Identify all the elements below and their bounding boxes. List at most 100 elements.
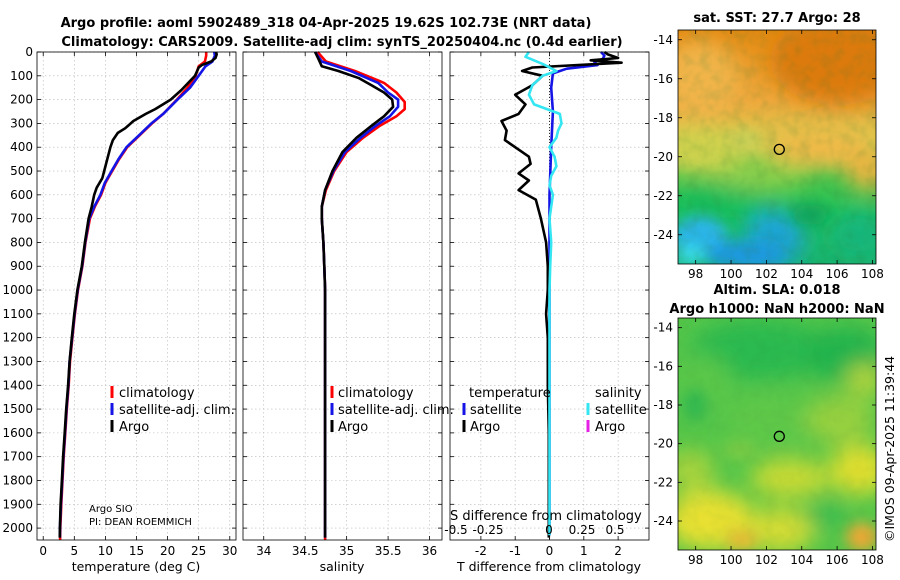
difference-profile-panel: -2 -1 0 1 2T difference from climatology: [449, 50, 650, 574]
legend-salinity-title: salinity: [595, 386, 642, 401]
y-tick-label: 100: [10, 69, 33, 83]
legend-t-argo-label: Argo: [470, 420, 500, 435]
y-tick-label: 700: [10, 212, 33, 226]
s-tick-label: 0.5: [605, 523, 624, 537]
sst-map-frame: [677, 29, 877, 265]
map-x-tick-label: 102: [755, 553, 778, 567]
map-x-tick-label: 104: [790, 553, 813, 567]
y-tick-label: 1500: [2, 402, 33, 416]
argo-location-marker: [773, 143, 785, 155]
x-tick-label: 25: [191, 544, 206, 558]
series-line-satellite-adj-clim-: [314, 51, 400, 538]
legend-s-argo-label: Argo: [595, 420, 625, 435]
x-axis-label: salinity: [320, 559, 365, 574]
legend-argo-label: Argo: [338, 420, 368, 435]
map-x-tick-label: 106: [826, 267, 849, 281]
x-tick-label: 20: [160, 544, 175, 558]
y-tick-label: 1600: [2, 426, 33, 440]
x-tick-label: 2: [614, 544, 622, 558]
y-tick-label: 400: [10, 140, 33, 154]
figure-title-line-1: Argo profile: aoml 5902489_318 04-Apr-20…: [61, 16, 592, 31]
map-y-tick-label: -18: [653, 111, 673, 125]
legend-t-satellite-label: satellite: [470, 403, 522, 418]
series-line-climatology: [58, 52, 208, 541]
y-tick-label: 1800: [2, 473, 33, 487]
x-tick-label: -1: [509, 544, 521, 558]
y-tick-label: 1000: [2, 283, 33, 297]
map-y-tick-label: -24: [653, 228, 673, 242]
series-line-satellite-adj-clim-: [58, 51, 217, 538]
map-x-tick-label: 98: [688, 553, 703, 567]
s-tick-label: -0.5: [444, 523, 467, 537]
sst-map-image: [678, 30, 876, 264]
s-difference-axis-label: S difference from climatology: [450, 509, 642, 524]
x-tick-label: 1: [580, 544, 588, 558]
credit-line-2: PI: DEAN ROEMMICH: [89, 517, 192, 528]
y-tick-label: 900: [10, 259, 33, 273]
legend-s-satellite-label: satellite: [595, 403, 647, 418]
y-tick-label: 1300: [2, 354, 33, 368]
sst-map-axes: 98 100 102 104 106 108 -14 -16 -18 -20 -22 -24: [653, 30, 884, 281]
sla-map-title-line-1: Altim. SLA: 0.018: [714, 283, 841, 298]
map-x-tick-label: 106: [826, 553, 849, 567]
map-x-tick-label: 108: [861, 267, 884, 281]
y-tick-label: 200: [10, 93, 33, 107]
figure-title-line-2: Climatology: CARS2009. Satellite-adj cli…: [61, 35, 622, 50]
legend-argo-label: Argo: [119, 420, 149, 435]
map-x-tick-label: 100: [720, 267, 743, 281]
difference-legend: temperature salinity satellite Argo sate…: [462, 386, 647, 435]
y-tick-label: 500: [10, 164, 33, 178]
x-tick-label: 34: [256, 544, 271, 558]
y-tick-label: 1100: [2, 307, 33, 321]
series-line-argo: [58, 51, 218, 538]
legend-climatology-label: climatology: [119, 386, 195, 401]
map-y-tick-label: -16: [653, 359, 673, 373]
series-line-s-satellite: [524, 51, 563, 536]
map-y-tick-label: -14: [653, 321, 673, 335]
series-line-climatology: [316, 51, 406, 540]
legend-climatology-label: climatology: [338, 386, 414, 401]
imos-timestamp: ©IMOS 09-Apr-2025 11:39:44: [882, 356, 897, 542]
x-tick-label: 30: [222, 544, 237, 558]
y-tick-label: 800: [10, 235, 33, 249]
plot-frame: [242, 51, 443, 541]
map-y-tick-label: -22: [653, 475, 673, 489]
argo-location-marker: [773, 430, 785, 442]
x-tick-label: 34.5: [292, 544, 319, 558]
map-y-tick-label: -20: [653, 150, 673, 164]
map-y-tick-label: -16: [653, 72, 673, 86]
y-tick-label: 1400: [2, 378, 33, 392]
y-tick-label: 1700: [2, 450, 33, 464]
y-tick-label: 600: [10, 188, 33, 202]
x-axis-label: T difference from climatology: [456, 559, 642, 574]
map-y-tick-label: -18: [653, 398, 673, 412]
x-tick-label: 15: [129, 544, 144, 558]
s-tick-label: -0.25: [472, 523, 503, 537]
credit-line-1: Argo SIO: [89, 504, 133, 515]
legend-temperature-title: temperature: [469, 386, 551, 401]
x-tick-label: 36: [422, 544, 437, 558]
x-axis-label: temperature (deg C): [72, 559, 201, 574]
map-x-tick-label: 98: [688, 267, 703, 281]
map-y-tick-label: -24: [653, 514, 673, 528]
x-tick-label: 35.5: [375, 544, 402, 558]
map-y-tick-label: -20: [653, 437, 673, 451]
s-tick-label: 0.25: [569, 523, 596, 537]
sst-map-title: sat. SST: 27.7 Argo: 28: [693, 11, 860, 26]
legend-satellite-adj-label: satellite-adj. clim.: [119, 403, 235, 418]
salinity-profile-panel: 34 34.5 35 35.5 36 salinity: [242, 51, 443, 574]
x-tick-label: 0: [39, 544, 47, 558]
x-tick-label: 35: [339, 544, 354, 558]
map-x-tick-label: 102: [755, 267, 778, 281]
map-x-tick-label: 104: [790, 267, 813, 281]
x-tick-label: 0: [546, 544, 554, 558]
series-line-argo: [313, 51, 395, 538]
y-tick-label: 0: [25, 45, 33, 59]
x-tick-label: 10: [98, 544, 113, 558]
sla-map-axes: 98 100 102 104 106 108 -14 -16 -18 -20 -22 -24: [653, 318, 884, 567]
series-line-t-argo: [500, 50, 623, 538]
temperature-profile-panel: 0 5 10 15 20 25 30 temperature (deg C) 0 100 200 30…: [2, 45, 237, 574]
map-y-tick-label: -14: [653, 33, 673, 47]
map-x-tick-label: 108: [861, 553, 884, 567]
